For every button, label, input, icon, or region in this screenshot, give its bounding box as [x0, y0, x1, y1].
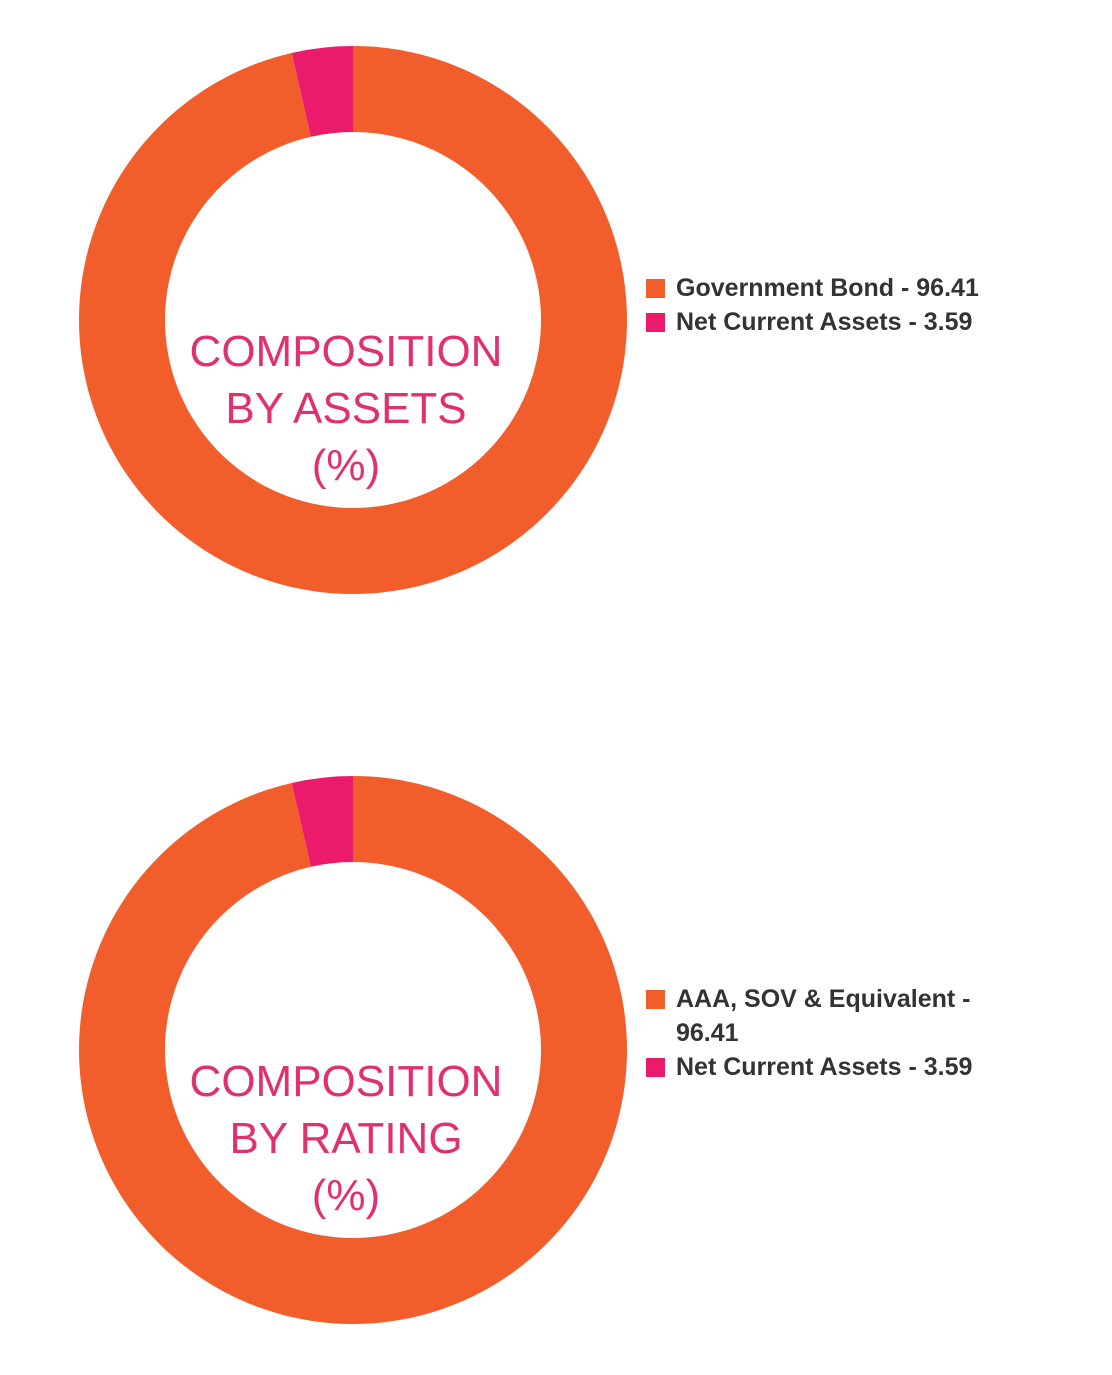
rating-title-line-2: BY RATING [229, 1114, 462, 1163]
legend-label-net-current-assets: Net Current Assets - 3.59 [676, 308, 973, 336]
assets-chart: COMPOSITION BY ASSETS (%) Government Bon… [0, 0, 1112, 640]
rating-legend: AAA, SOV & Equivalent - 96.41 Net Curren… [646, 982, 1026, 1084]
assets-donut: COMPOSITION BY ASSETS (%) [78, 46, 628, 594]
legend-label-aaa-sov-equivalent: AAA, SOV & Equivalent - 96.41 [676, 985, 971, 1047]
rating-title-line-1: COMPOSITION [190, 1057, 503, 1106]
donut-slice-1 [291, 776, 353, 867]
assets-legend: Government Bond - 96.41 Net Current Asse… [646, 271, 1026, 339]
rating-title-line-3: (%) [312, 1171, 380, 1220]
assets-title-line-1: COMPOSITION [190, 327, 503, 376]
assets-title-line-3: (%) [312, 441, 380, 490]
donut-slice-0 [78, 776, 628, 1324]
legend-item-net-current-assets: Net Current Assets - 3.59 [646, 305, 1026, 339]
legend-item-government-bond: Government Bond - 96.41 [646, 271, 1026, 305]
legend-item-net-current-assets-rating: Net Current Assets - 3.59 [646, 1050, 1026, 1084]
donut-slice-1 [291, 46, 353, 137]
legend-label-net-current-assets-rating: Net Current Assets - 3.59 [676, 1053, 973, 1081]
legend-item-aaa-sov-equivalent: AAA, SOV & Equivalent - 96.41 [646, 982, 996, 1050]
legend-label-government-bond: Government Bond - 96.41 [676, 274, 979, 302]
rating-donut-slices [78, 776, 628, 1324]
assets-donut-slices [78, 46, 628, 594]
legend-swatch-net-current-assets-rating [646, 1058, 665, 1077]
legend-swatch-government-bond [646, 279, 665, 298]
rating-donut: COMPOSITION BY RATING (%) [78, 776, 628, 1324]
legend-swatch-aaa-sov-equivalent [646, 990, 665, 1009]
assets-title-line-2: BY ASSETS [225, 384, 466, 433]
donut-slice-0 [78, 46, 628, 594]
rating-chart: COMPOSITION BY RATING (%) AAA, SOV & Equ… [0, 730, 1112, 1370]
legend-swatch-net-current-assets [646, 313, 665, 332]
